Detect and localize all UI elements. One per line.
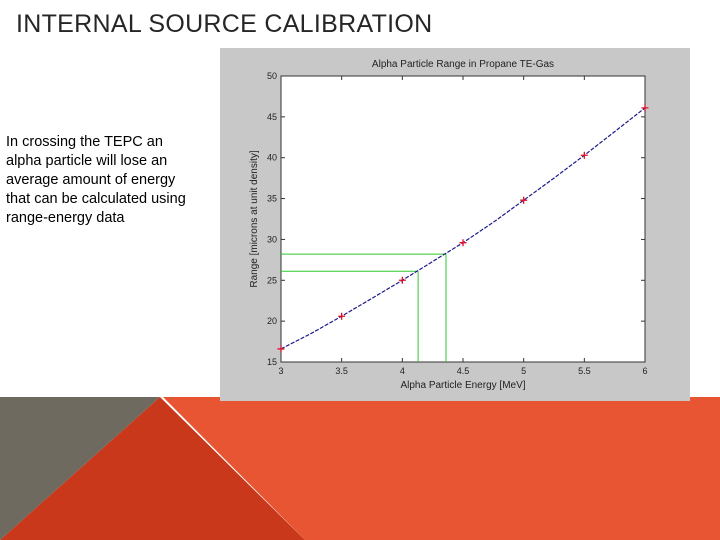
x-tick-label: 4.5 [457,366,470,376]
x-tick-label: 5 [521,366,526,376]
data-point-marker [580,151,588,159]
x-tick-label: 3.5 [335,366,348,376]
y-tick-label: 35 [267,194,277,204]
y-axis-label: Range [microns at unit density] [249,150,260,288]
data-point-marker [277,345,285,353]
range-energy-chart: Alpha Particle Range in Propane TE-Gas A… [220,48,690,401]
data-markers [277,104,649,353]
y-tick-label: 30 [267,234,277,244]
x-tick-label: 5.5 [578,366,591,376]
deco-red-light [163,397,720,540]
y-tick-label: 25 [267,275,277,285]
data-point-marker [459,239,467,247]
x-tick-label: 4 [400,366,405,376]
y-tick-label: 20 [267,316,277,326]
data-point-marker [338,312,346,320]
data-point-marker [520,196,528,204]
axis-ticks: 3 3.5 4 4.5 5 5.5 6 15 20 25 30 35 40 45 50 [267,71,648,376]
x-tick-label: 6 [642,366,647,376]
deco-red-dark [0,397,305,540]
y-tick-label: 40 [267,153,277,163]
y-tick-label: 45 [267,112,277,122]
deco-gray [0,397,160,540]
chart-title: Alpha Particle Range in Propane TE-Gas [372,59,554,70]
y-tick-label: 15 [267,357,277,367]
data-point-marker [398,276,406,284]
data-point-marker [641,104,649,112]
guide-lines [281,253,447,362]
slide-body-text: In crossing the TEPC an alpha particle w… [6,134,186,226]
x-tick-label: 3 [278,366,283,376]
y-tick-label: 50 [267,71,277,81]
x-axis-label: Alpha Particle Energy [MeV] [400,380,525,391]
slide-title: INTERNAL SOURCE CALIBRATION [16,10,433,38]
